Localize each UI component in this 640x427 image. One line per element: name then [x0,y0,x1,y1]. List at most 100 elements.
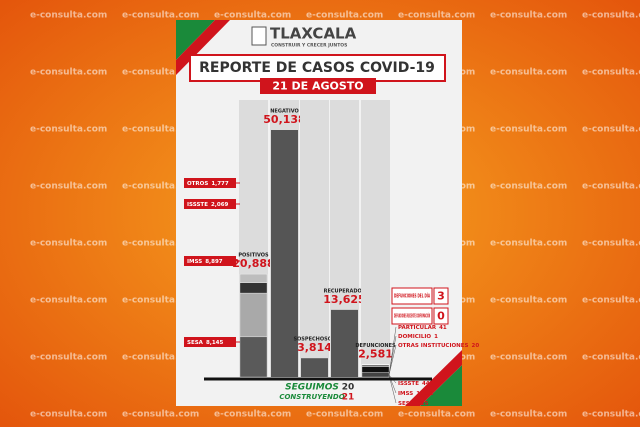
category-label: POSITIVOS [238,253,269,259]
category-label: NEGATIVO [270,109,299,115]
watermark: e-consulta.com [582,410,640,420]
segment-name: OTROS [187,181,208,187]
watermark: e-consulta.com [490,182,567,192]
bar-segment [361,366,390,373]
segment-value: 8,897 [205,259,223,265]
bar-segment [239,282,268,294]
watermark: e-consulta.com [582,296,640,306]
category-label: RECUPERADOS [324,288,366,294]
watermark: e-consulta.com [582,11,640,21]
segment-tag [184,178,236,188]
watermark: e-consulta.com [490,239,567,249]
segment-name: ISSSTE [398,381,419,387]
value-label: 20,888 [232,257,274,270]
watermark: e-consulta.com [122,11,199,21]
segment-value: 925 [417,401,429,407]
note-value-box [433,287,449,305]
watermark: e-consulta.com [490,68,567,78]
segment-label: SESA 8,145 [187,340,224,346]
bar-segment [361,372,390,378]
watermark: e-consulta.com [490,125,567,135]
watermark: e-consulta.com [122,353,199,363]
year-b: 21 [342,393,355,403]
watermark: e-consulta.com [582,353,640,363]
segment-name: ISSSTE [187,202,208,208]
segment-label: SESA 925 [398,401,429,407]
segment-value: 1,777 [211,181,229,187]
watermark: e-consulta.com [122,410,199,420]
segment-name: IMSS [187,259,202,265]
segment-label: DOMICILIO 1 [398,334,438,340]
segment-label: PARTICULAR 41 [398,325,447,331]
note-box [391,287,433,305]
segment-value: 8,145 [206,340,224,346]
watermark: e-consulta.com [306,410,383,420]
segment-tag [184,337,236,347]
bar-track [300,100,329,377]
watermark: e-consulta.com [30,353,107,363]
segment-label: IMSS 1,152 [398,391,434,397]
watermark: e-consulta.com [30,11,107,21]
segment-name: SESA [398,401,415,407]
segment-value: 1 [434,334,438,340]
bar [271,130,298,377]
logo: TLAXCALA [270,25,357,43]
segment-name: OTRAS INSTITUCIONES [398,343,469,349]
bar-segment [239,336,268,378]
watermark: e-consulta.com [398,11,475,21]
segment-value: 442 [422,381,434,387]
value-label: 2,581 [358,347,393,360]
value-label: 3,814 [297,341,332,354]
footer-2: CONSTRUYENDO [279,393,344,401]
segment-tag [184,256,236,266]
watermark: e-consulta.com [214,11,291,21]
date: 21 DE AGOSTO [272,80,363,93]
value-label: 50,138 [263,113,305,126]
watermark: e-consulta.com [582,239,640,249]
watermark: e-consulta.com [30,125,107,135]
segment-value: 1,152 [416,391,434,397]
watermark: e-consulta.com [306,11,383,21]
segment-name: PARTICULAR [398,325,437,331]
note-label: DEFUNCIONES RECIENTE CONFIRMACIÓN [394,313,430,320]
segment-tag [184,199,236,209]
leader [388,326,397,376]
segment-value: 2,069 [211,202,229,208]
segment-label: OTRAS INSTITUCIONES 20 [398,343,479,349]
watermark: e-consulta.com [490,11,567,21]
segment-name: SESA [187,340,204,346]
watermark: e-consulta.com [582,125,640,135]
category-label: DEFUNCIONES [355,343,396,349]
watermark: e-consulta.com [490,410,567,420]
bar-segment [239,273,268,284]
segment-name: IMSS [398,391,413,397]
segment-label: OTROS 1,777 [187,181,229,187]
watermark: e-consulta.com [30,68,107,78]
segment-value: 41 [439,325,447,331]
watermark: e-consulta.com [30,182,107,192]
value-label: 13,625 [323,293,365,306]
watermark: e-consulta.com [122,239,199,249]
date-box [260,78,376,94]
note-value-box [433,307,449,325]
bar-track [361,100,390,377]
watermark: e-consulta.com [582,68,640,78]
leader [388,344,397,376]
watermark: e-consulta.com [30,239,107,249]
note-box [391,307,433,325]
watermark: e-consulta.com [30,410,107,420]
note-value: 3 [437,290,445,303]
segment-value: 20 [472,343,480,349]
footer-1: SEGUIMOS [285,383,339,393]
watermark: e-consulta.com [122,182,199,192]
watermark: e-consulta.com [398,410,475,420]
watermark: e-consulta.com [490,353,567,363]
watermark: e-consulta.com [122,296,199,306]
segment-name: DOMICILIO [398,334,431,340]
watermark: e-consulta.com [122,125,199,135]
note-label: DEFUNCIONES DEL DÍA [394,292,430,300]
segment-label: ISSSTE 2,069 [187,202,229,208]
bar [331,309,358,377]
